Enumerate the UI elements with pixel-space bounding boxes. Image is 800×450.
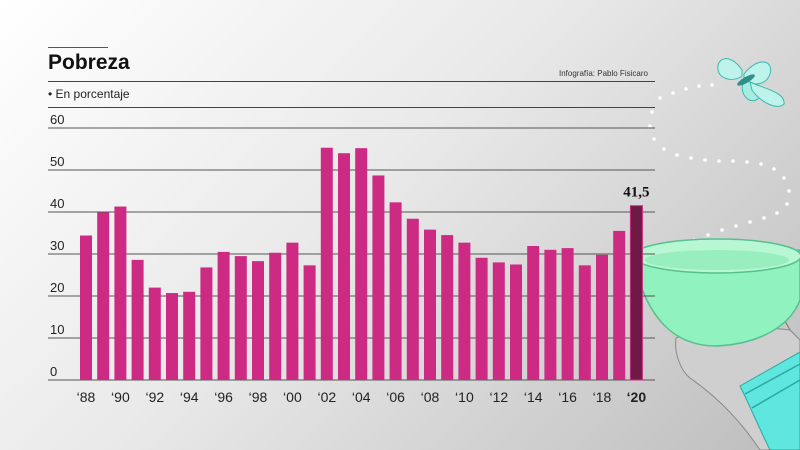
x-tick-label: ‘02	[317, 389, 336, 405]
x-tick-label: ‘20	[627, 389, 647, 405]
bar-2001	[303, 265, 316, 380]
x-tick-label: ‘92	[145, 389, 164, 405]
x-tick-label: ‘18	[593, 389, 612, 405]
x-tick-label: ‘16	[558, 389, 577, 405]
x-tick-label: ‘14	[524, 389, 543, 405]
bar-2013	[510, 264, 522, 380]
x-tick-label: ‘10	[455, 389, 474, 405]
x-tick-label: ‘94	[180, 389, 199, 405]
x-tick-label: ‘00	[283, 389, 302, 405]
bowl-icon	[632, 238, 800, 347]
x-tick-label: ‘96	[214, 389, 233, 405]
chart-title: Pobreza	[48, 51, 130, 74]
chart-subtitle: • En porcentaje	[48, 87, 130, 101]
y-tick-label: 50	[50, 154, 64, 169]
credit-text: Infografía: Pablo Fisicaro	[559, 69, 648, 78]
x-tick-label: ‘12	[489, 389, 508, 405]
bar-2008	[424, 229, 436, 380]
butterfly-icon	[717, 58, 785, 107]
x-tick-label: ‘90	[111, 389, 130, 405]
bar-2006	[389, 202, 402, 380]
y-tick-label: 60	[50, 112, 64, 127]
bar-1995	[200, 267, 213, 380]
bar-2020	[629, 205, 643, 381]
bar-1992	[148, 287, 161, 380]
bar-1998	[252, 261, 264, 380]
bar-1991	[131, 259, 144, 380]
y-tick-label: 0	[50, 364, 57, 379]
x-tick-label: ‘98	[249, 389, 268, 405]
title-rule	[48, 47, 108, 48]
bar-2003	[338, 153, 350, 380]
bar-1988	[80, 235, 92, 380]
bar-1993	[166, 293, 178, 380]
data-label-2020: 41,5	[623, 185, 649, 201]
bar-2018	[596, 254, 608, 380]
y-tick-label: 10	[50, 322, 64, 337]
dotted-trail	[648, 83, 791, 242]
bar-2002	[320, 147, 333, 380]
bar-1990	[114, 206, 127, 380]
x-tick-label: ‘88	[77, 389, 96, 405]
bar-2009	[441, 235, 454, 380]
y-tick-label: 30	[50, 238, 64, 253]
x-tick-label: ‘06	[386, 389, 405, 405]
bar-2005	[372, 175, 385, 380]
bar-2007	[406, 218, 419, 380]
divider-top	[48, 81, 655, 82]
bar-2016	[561, 248, 574, 380]
bar-2012	[492, 262, 505, 380]
bar-1996	[217, 251, 230, 380]
bar-2014	[527, 246, 540, 380]
bar-2019	[613, 230, 626, 380]
divider-bottom	[48, 107, 655, 108]
bar-2000	[286, 242, 299, 380]
bar-2010	[458, 242, 471, 380]
bar-2017	[578, 265, 591, 380]
x-tick-label: ‘08	[421, 389, 440, 405]
y-tick-label: 40	[50, 196, 64, 211]
bar-2004	[355, 148, 368, 380]
bar-1999	[269, 252, 282, 380]
bar-1989	[97, 212, 110, 380]
bar-2015	[544, 249, 557, 380]
x-tick-label: ‘04	[352, 389, 371, 405]
bar-1997	[234, 256, 247, 380]
bar-2011	[475, 257, 488, 380]
bar-1994	[183, 291, 196, 380]
y-tick-label: 20	[50, 280, 64, 295]
